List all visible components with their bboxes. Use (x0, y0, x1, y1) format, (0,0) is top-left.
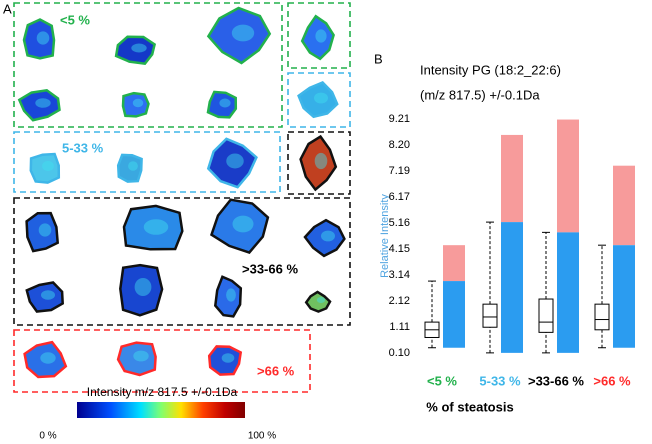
x-axis-label: % of steatosis (426, 399, 513, 414)
outlier-cloud (443, 245, 465, 282)
tissue (114, 35, 157, 66)
tissue-texture (133, 350, 149, 362)
x-tick-label: 5-33 % (479, 373, 521, 388)
point-strip (557, 232, 579, 353)
frame (287, 131, 351, 195)
tissue (122, 204, 184, 251)
tissue-texture (221, 353, 235, 363)
tissue-texture (315, 29, 327, 43)
tissue (297, 81, 339, 119)
y-tick-label: 4.15 (389, 243, 410, 255)
point-strip (501, 222, 523, 353)
tissue-texture (316, 297, 326, 303)
box (482, 303, 498, 328)
tissue-texture (314, 92, 328, 104)
tissue (213, 275, 243, 318)
tissue (209, 198, 270, 254)
outlier-cloud (613, 165, 635, 246)
x-tick-label: >33-66 % (528, 373, 584, 388)
y-tick-label: 9.21 (389, 113, 410, 125)
tissue-texture (219, 98, 231, 108)
y-tick-label: 5.16 (389, 217, 410, 229)
tissue (116, 153, 143, 183)
frame (13, 2, 283, 128)
y-axis-label: Relative Intensity (379, 194, 391, 278)
tissue (207, 345, 243, 376)
frame (13, 329, 311, 393)
tissue (25, 211, 60, 253)
group-label: 5-33 % (62, 140, 104, 155)
tissue-texture (314, 152, 328, 170)
tissue (116, 341, 157, 377)
tissue (25, 281, 64, 313)
outlier-cloud (501, 134, 523, 223)
frame (287, 2, 351, 69)
tissue (17, 88, 61, 122)
y-tick-label: 2.12 (389, 295, 410, 307)
colorbar-title: Intensity m/z 817.5 +/-0.1Da (87, 385, 238, 399)
tissue-texture (134, 278, 152, 296)
y-tick-label: 0.10 (389, 347, 410, 359)
tissue (119, 263, 164, 317)
x-tick-label: >66 % (593, 373, 631, 388)
group-label: <5 % (60, 12, 90, 27)
tissue-texture (40, 352, 56, 364)
point-strip (443, 281, 465, 348)
tissue-texture (232, 215, 254, 233)
tissue (22, 18, 56, 60)
tissue-texture (38, 223, 52, 237)
tissue (300, 14, 335, 61)
y-tick-label: 1.11 (389, 321, 410, 333)
tissue (304, 290, 332, 313)
y-tick-label: 6.17 (389, 191, 410, 203)
box (594, 303, 610, 331)
chart-subtitle: (m/z 817.5) +/-0.1Da (420, 87, 540, 102)
y-tick-label: 7.19 (389, 165, 410, 177)
tissue-texture (36, 31, 50, 45)
tissue-texture (42, 160, 54, 172)
tissue (303, 218, 346, 258)
tissue-texture (231, 24, 255, 42)
outlier-cloud (557, 119, 579, 233)
panel-label: A (3, 1, 12, 16)
tissue-texture (226, 288, 236, 302)
box (538, 298, 554, 333)
tissue-texture (131, 43, 147, 53)
frame (13, 197, 351, 326)
group-label: >66 % (257, 363, 295, 378)
y-tick-label: 8.20 (389, 139, 410, 151)
tissue (206, 137, 258, 189)
tissue (206, 6, 272, 65)
frame (13, 131, 281, 193)
colorbar (77, 402, 245, 418)
frame (287, 72, 351, 128)
x-tick-label: <5 % (427, 373, 457, 388)
tissue-texture (226, 153, 244, 169)
y-tick-label: 3.14 (389, 269, 410, 281)
group-label: >33-66 % (242, 261, 298, 276)
tissue (299, 134, 338, 192)
tissue-texture (132, 98, 144, 108)
tissue (206, 90, 238, 119)
colorbar-min: 0 % (39, 431, 56, 442)
panel-label: B (374, 51, 383, 66)
tissue (23, 340, 68, 379)
tissue-texture (35, 98, 51, 108)
tissue-texture (128, 161, 138, 171)
tissue-images (17, 6, 346, 379)
point-strip (613, 245, 635, 348)
chart-title: Intensity PG (18:2_22:6) (420, 62, 561, 77)
tissue-texture (41, 290, 55, 300)
tissue-texture (143, 219, 169, 235)
colorbar-max: 100 % (248, 431, 276, 442)
group-frames (13, 2, 351, 393)
tissue-texture (321, 230, 335, 242)
tissue (121, 91, 150, 118)
tissue (29, 152, 61, 184)
